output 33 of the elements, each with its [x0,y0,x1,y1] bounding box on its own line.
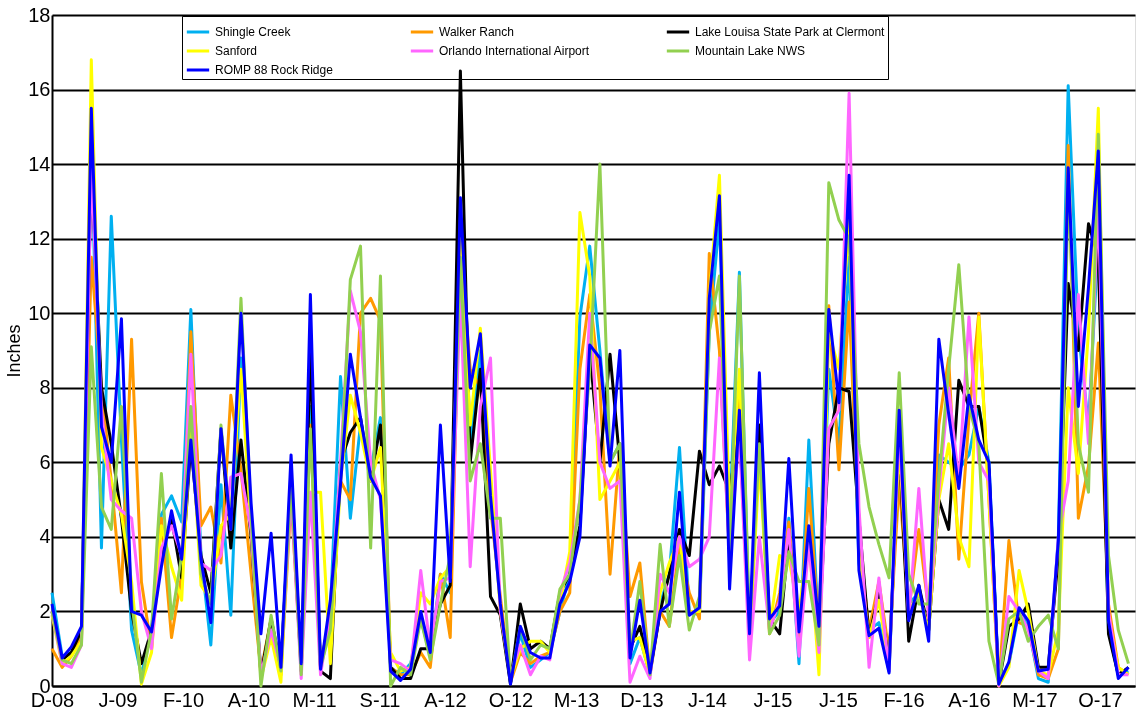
y-tick-label: 8 [39,376,51,399]
legend-label: Orlando International Airport [439,44,590,58]
y-tick-label: 4 [39,525,51,548]
y-tick-label: 10 [28,301,51,324]
legend-label: Shingle Creek [215,25,292,39]
x-tick-label: M-13 [553,688,600,711]
x-tick-label: M-11 [292,688,337,711]
y-tick-label: 2 [39,599,51,622]
y-tick-label: 14 [28,152,51,175]
legend-label: Sanford [215,44,258,58]
x-tick-label: M-17 [1012,688,1058,711]
x-tick-label: J-09 [98,688,138,711]
x-tick-label: F-10 [162,688,205,711]
x-tick-label: A-10 [227,688,271,711]
x-tick-label: D-13 [620,688,664,711]
legend-label: Lake Louisa State Park at Clermont [695,25,886,39]
legend-label: Mountain Lake NWS [695,44,806,58]
x-tick-label: S-11 [359,688,401,711]
x-tick-label: F-16 [883,688,925,711]
legend-label: ROMP 88 Rock Ridge [215,63,334,77]
y-tick-label: 16 [28,78,51,101]
x-tick-label: A-16 [948,688,991,711]
y-tick-label: 18 [28,3,51,26]
y-axis-title: Inches [4,324,25,378]
y-tick-label: 12 [28,227,51,250]
y-tick-label: 6 [39,450,51,473]
x-tick-label: J-15 [753,688,793,711]
x-tick-label: O-12 [488,688,534,711]
x-tick-label: O-17 [1078,688,1123,711]
x-tick-label: A-12 [424,688,467,711]
x-tick-label: J-15 [819,688,858,711]
x-tick-label: J-14 [688,688,727,711]
legend-label: Walker Ranch [439,25,514,39]
